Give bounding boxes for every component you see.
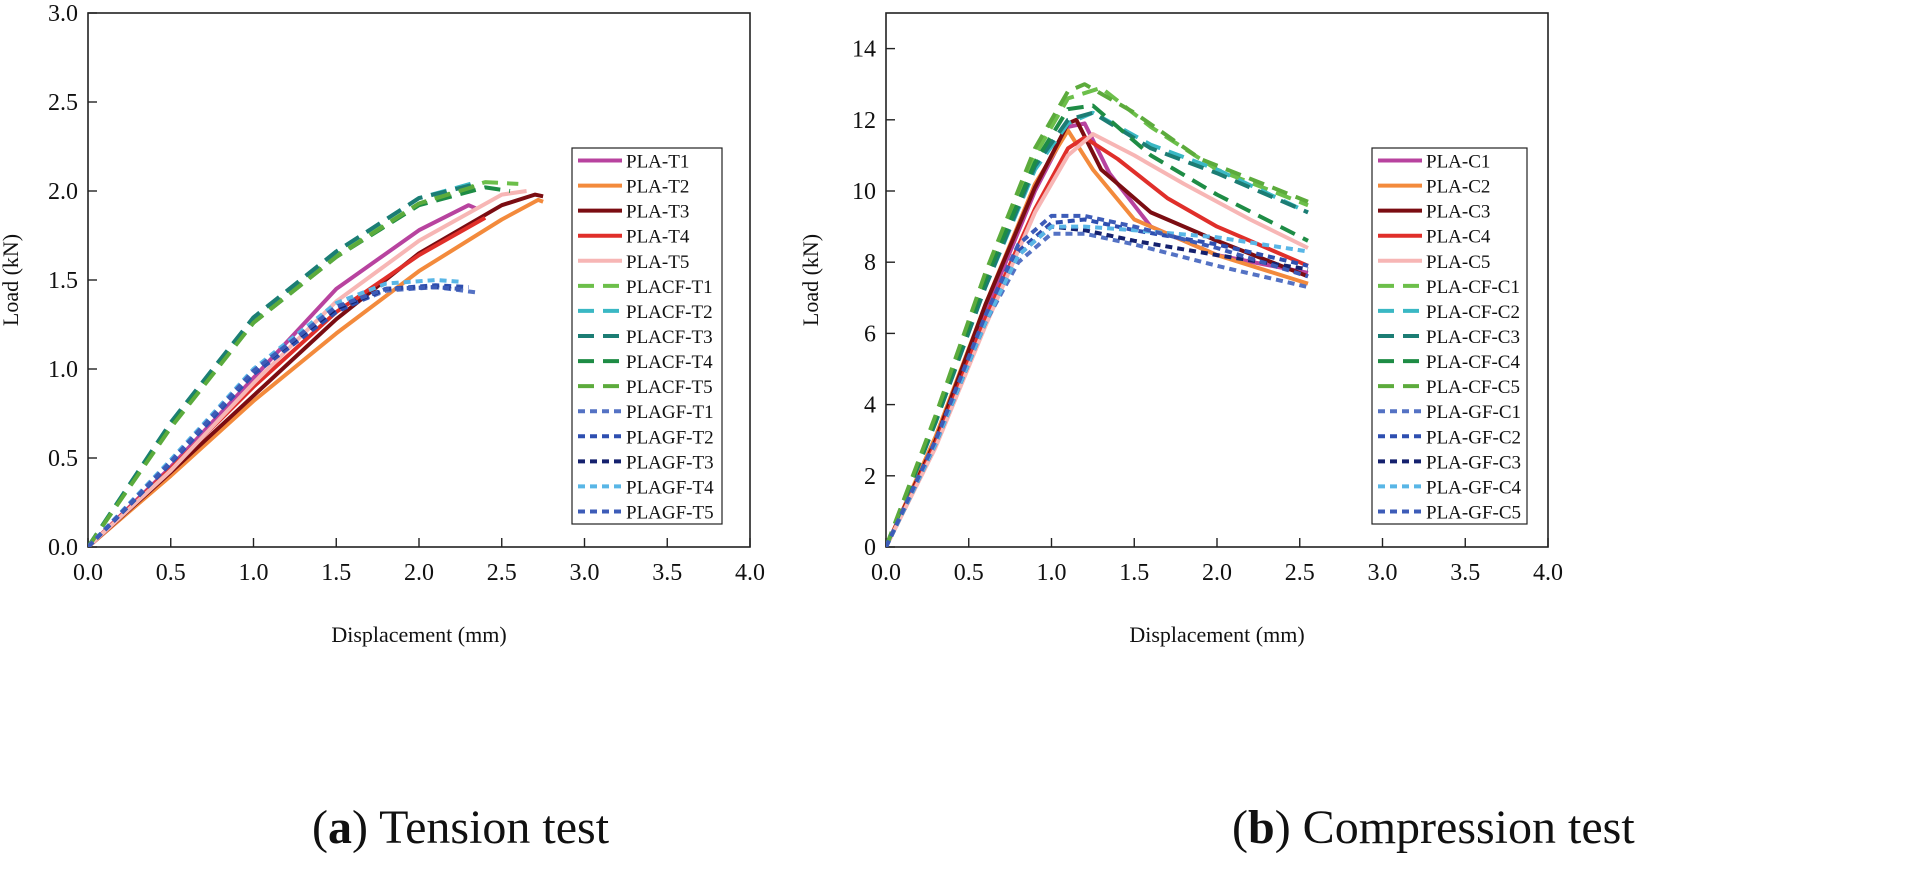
x-tick-label: 1.5 bbox=[1119, 560, 1149, 586]
y-tick-label: 1.5 bbox=[48, 268, 78, 294]
y-axis-label: Load (kN) bbox=[0, 234, 23, 326]
series-line-placf-t5 bbox=[88, 183, 478, 547]
legend-label: PLA-C1 bbox=[1426, 152, 1490, 173]
series-line-plagf-t1 bbox=[88, 285, 478, 547]
y-tick-label: 0.0 bbox=[48, 535, 78, 561]
legend-label: PLA-C3 bbox=[1426, 202, 1490, 223]
y-tick-label: 3.0 bbox=[48, 1, 78, 27]
compression-test-chart: 0.0 0.5 1.0 1.5 2.0 2.5 3.0 3.5 4.0 0 2 4 6 8 10 12 14 Di… bbox=[798, 12, 1563, 647]
x-tick-label: 3.5 bbox=[1450, 560, 1480, 586]
legend-label: PLA-GF-C5 bbox=[1426, 502, 1521, 523]
x-tick-label: 2.5 bbox=[1285, 560, 1315, 586]
series-line-pla-gf-c1 bbox=[886, 231, 1309, 547]
series-line-pla-cf-c3 bbox=[886, 110, 1309, 547]
series-line-plagf-t4 bbox=[88, 278, 461, 547]
legend-label: PLA-GF-C1 bbox=[1426, 402, 1521, 423]
x-tick-label: 0.5 bbox=[156, 560, 186, 586]
legend-label: PLA-T3 bbox=[626, 202, 689, 223]
caption-text-a: Tension test bbox=[379, 801, 610, 854]
caption-letter-a: a bbox=[327, 801, 352, 854]
y-tick-label: 12 bbox=[852, 108, 876, 134]
x-tick-label: 2.5 bbox=[487, 560, 517, 586]
legend-label: PLACF-T1 bbox=[626, 277, 713, 298]
series-line-placf-t3 bbox=[88, 181, 478, 547]
y-tick-label: 0.5 bbox=[48, 446, 78, 472]
legend-label: PLA-C5 bbox=[1426, 252, 1490, 273]
x-tick-label: 3.5 bbox=[652, 560, 682, 586]
y-tick-label: 0 bbox=[864, 535, 876, 561]
legend-label: PLAGF-T3 bbox=[626, 452, 714, 473]
series-line-plagf-t3 bbox=[88, 285, 461, 547]
caption-tension-test: (a) Tension test bbox=[312, 801, 610, 854]
tension-test-chart: 0.0 0.5 1.0 1.5 2.0 2.5 3.0 3.5 4.0 0.0 0.5 1.0 1.5 2… bbox=[0, 1, 765, 647]
y-tick-label: 10 bbox=[852, 179, 876, 205]
legend-label: PLA-T5 bbox=[626, 252, 689, 273]
series-line-pla-gf-c5 bbox=[886, 213, 1309, 547]
series-line-pla-cf-c1 bbox=[886, 85, 1309, 547]
legend-label: PLA-C2 bbox=[1426, 177, 1490, 198]
series-line-pla-gf-c4 bbox=[886, 224, 1309, 547]
x-tick-label: 1.0 bbox=[1037, 560, 1067, 586]
series-line-pla-c5 bbox=[886, 132, 1309, 547]
y-tick-label: 8 bbox=[864, 250, 876, 276]
x-tick-label: 4.0 bbox=[1533, 560, 1563, 586]
caption-letter-b: b bbox=[1247, 801, 1275, 854]
legend-label: PLA-T1 bbox=[626, 152, 689, 173]
y-tick-label: 2.5 bbox=[48, 90, 78, 116]
legend-label: PLA-T2 bbox=[626, 177, 689, 198]
legend-label: PLAGF-T5 bbox=[626, 502, 714, 523]
x-tick-label: 2.0 bbox=[1202, 560, 1232, 586]
series-line-pla-c4 bbox=[886, 135, 1309, 547]
legend-label: PLA-CF-C3 bbox=[1426, 327, 1520, 348]
series-line-plagf-t5 bbox=[88, 285, 461, 547]
legend-label: PLA-CF-C1 bbox=[1426, 277, 1520, 298]
legend-label: PLACF-T4 bbox=[626, 352, 713, 373]
x-tick-label: 4.0 bbox=[735, 560, 765, 586]
x-axis-label: Displacement (mm) bbox=[1129, 622, 1304, 647]
legend-label: PLA-C4 bbox=[1426, 227, 1491, 248]
x-tick-label: 3.0 bbox=[1368, 560, 1398, 586]
legend-label: PLA-CF-C2 bbox=[1426, 302, 1520, 323]
series-line-pla-c2 bbox=[886, 128, 1309, 547]
legend-label: PLA-GF-C2 bbox=[1426, 427, 1521, 448]
x-tick-label: 2.0 bbox=[404, 560, 434, 586]
series-line-pla-t2 bbox=[88, 197, 544, 547]
legend-label: PLA-GF-C3 bbox=[1426, 452, 1521, 473]
legend-label: PLACF-T2 bbox=[626, 302, 713, 323]
x-axis-label: Displacement (mm) bbox=[331, 622, 506, 647]
x-tick-label: 1.0 bbox=[239, 560, 269, 586]
y-tick-label: 4 bbox=[864, 393, 876, 419]
legend-label: PLACF-T5 bbox=[626, 377, 713, 398]
y-tick-label: 2 bbox=[864, 464, 876, 490]
x-tick-label: 1.5 bbox=[321, 560, 351, 586]
legend-label: PLA-T4 bbox=[626, 227, 690, 248]
legend-label: PLAGF-T4 bbox=[626, 477, 714, 498]
y-tick-label: 2.0 bbox=[48, 179, 78, 205]
y-tick-label: 14 bbox=[852, 37, 876, 63]
x-tick-label: 0.5 bbox=[954, 560, 984, 586]
y-tick-label: 1.0 bbox=[48, 357, 78, 383]
x-tick-label: 3.0 bbox=[570, 560, 600, 586]
series-line-pla-cf-c5 bbox=[886, 82, 1309, 547]
legend-label: PLAGF-T2 bbox=[626, 427, 714, 448]
y-axis-label: Load (kN) bbox=[798, 234, 823, 326]
series-line-plagf-t2 bbox=[88, 283, 469, 547]
series-line-pla-cf-c2 bbox=[886, 110, 1309, 547]
series-line-pla-c3 bbox=[886, 117, 1309, 547]
x-tick-label: 0.0 bbox=[73, 560, 103, 586]
y-tick-label: 6 bbox=[864, 321, 876, 347]
series-line-pla-t3 bbox=[88, 192, 544, 547]
x-tick-label: 0.0 bbox=[871, 560, 901, 586]
legend-label: PLAGF-T1 bbox=[626, 402, 714, 423]
legend-label: PLA-GF-C4 bbox=[1426, 477, 1522, 498]
caption-text-b: Compression test bbox=[1302, 801, 1635, 854]
caption-compression-test: (b) Compression test bbox=[1232, 801, 1635, 854]
legend-label: PLA-CF-C4 bbox=[1426, 352, 1520, 373]
legend-label: PLA-CF-C5 bbox=[1426, 377, 1520, 398]
legend-label: PLACF-T3 bbox=[626, 327, 713, 348]
series-line-pla-gf-c3 bbox=[886, 224, 1309, 547]
